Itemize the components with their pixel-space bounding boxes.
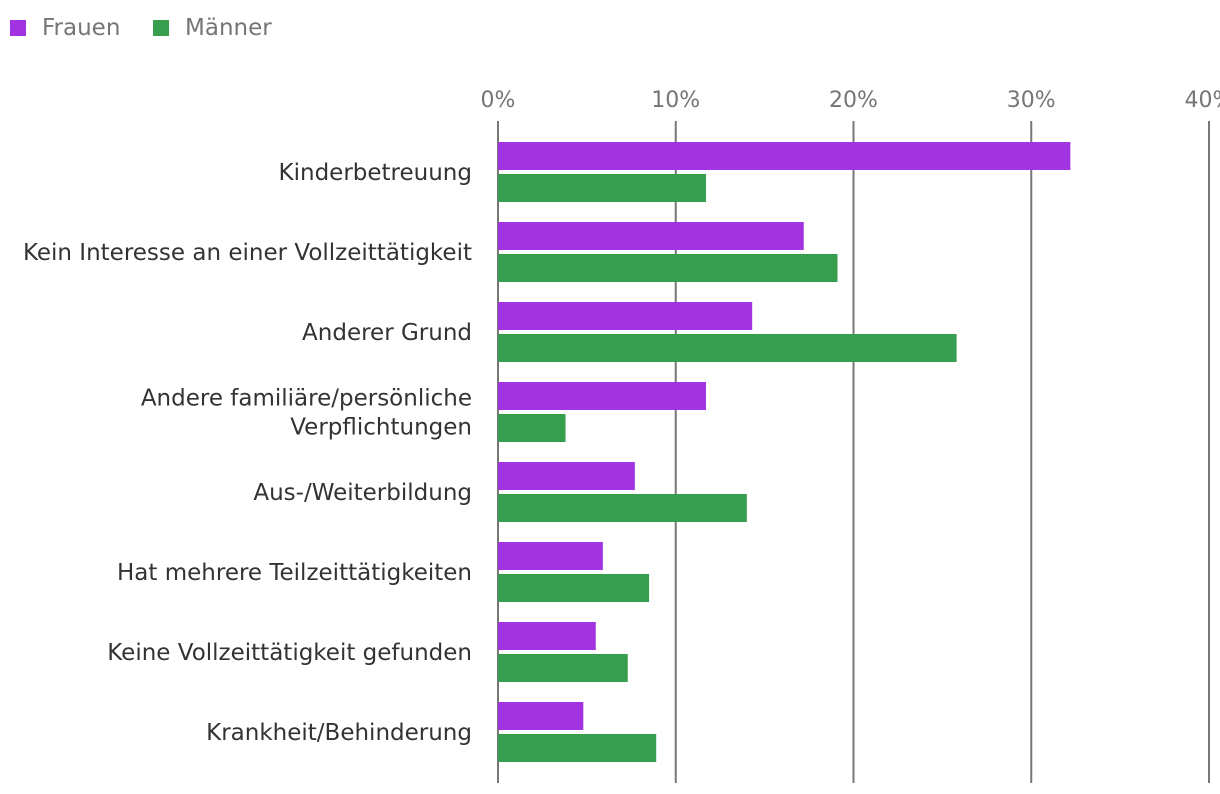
category-label: Andere familiäre/persönliche Verpflichtun… xyxy=(141,386,472,441)
legend-label-männer: Männer xyxy=(185,15,272,41)
x-tick-label: 20% xyxy=(829,88,878,113)
x-axis-ticks: 0% 10% 20% 30% 40% xyxy=(481,88,1220,113)
category-label: Anderer Grund xyxy=(302,320,472,346)
legend-swatch-männer xyxy=(153,20,169,36)
bar-männer xyxy=(498,174,706,202)
bar-männer xyxy=(498,334,957,362)
bar-frauen xyxy=(498,462,635,490)
bar-männer xyxy=(498,414,566,442)
bar-frauen xyxy=(498,382,706,410)
bar-frauen xyxy=(498,542,603,570)
bars xyxy=(498,142,1071,762)
category-labels: Kinderbetreuung Kein Interesse an einer V… xyxy=(23,160,472,746)
category-label: Kein Interesse an einer Vollzeittätigkei… xyxy=(23,240,472,266)
category-label: Hat mehrere Teilzeittätigkeiten xyxy=(117,560,472,586)
legend-swatch-frauen xyxy=(10,20,26,36)
category-label: Krankheit/Behinderung xyxy=(206,720,472,746)
bar-männer xyxy=(498,654,628,682)
bar-männer xyxy=(498,734,657,762)
bar-frauen xyxy=(498,142,1071,170)
legend-label-frauen: Frauen xyxy=(42,15,120,41)
x-tick-label: 10% xyxy=(651,88,700,113)
x-tick-label: 30% xyxy=(1007,88,1056,113)
bar-frauen xyxy=(498,702,584,730)
x-tick-label: 0% xyxy=(481,88,516,113)
category-label: Keine Vollzeittätigkeit gefunden xyxy=(107,640,472,666)
x-tick-label: 40% xyxy=(1185,88,1220,113)
category-label: Kinderbetreuung xyxy=(279,160,472,186)
bar-männer xyxy=(498,254,838,282)
bar-frauen xyxy=(498,302,753,330)
legend: Frauen Männer xyxy=(10,15,272,41)
bar-frauen xyxy=(498,622,596,650)
bar-männer xyxy=(498,574,650,602)
gridlines xyxy=(497,121,1210,783)
bar-frauen xyxy=(498,222,804,250)
bar-männer xyxy=(498,494,747,522)
category-label: Aus-/Weiterbildung xyxy=(253,480,472,506)
